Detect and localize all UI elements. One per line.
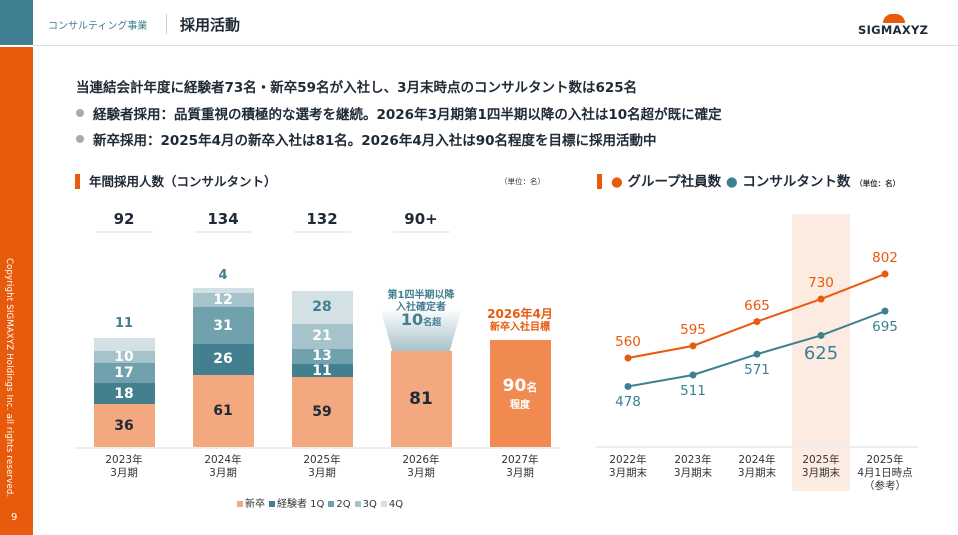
x-tick-label: 2025年 3月期 xyxy=(303,454,341,479)
total-underline xyxy=(393,231,450,233)
total-underline xyxy=(294,231,351,233)
bullet-new-grad: 新卒採用：2025年4月の新卒入社は81名。2026年4月入社は90名程度を目標… xyxy=(76,129,657,149)
data-label: 511 xyxy=(680,383,706,399)
x-tick-label: 2025年 3月期末 xyxy=(801,454,841,479)
bar-segment xyxy=(93,337,155,351)
data-label: 478 xyxy=(615,394,641,411)
line-chart-legend: ● グループ社員数 ● コンサルタント数 （単位：名） xyxy=(597,170,900,190)
legend-label: 2Q xyxy=(336,499,351,510)
header-separator xyxy=(166,14,167,34)
bar-total: 134 xyxy=(207,210,239,228)
legend-label: 4Q xyxy=(388,499,404,510)
copyright: Copyright SIGMAXYZ Holdings Inc. all rig… xyxy=(4,258,14,498)
sigmaxyz-logo: SIGMAXYZ xyxy=(858,14,942,38)
bar-segment: 13 xyxy=(291,348,353,364)
x-tick-label: 2023年 3月期末 xyxy=(673,454,713,479)
bar-segment: 28 xyxy=(291,290,353,324)
bullet-icon xyxy=(76,109,84,117)
data-label: 802 xyxy=(872,250,898,267)
bar-label-4q: 4 xyxy=(218,268,228,284)
summary-headline: 当連結会計年度に経験者73名・新卒59名が入社し、3月末時点のコンサルタント数は… xyxy=(76,80,638,96)
data-point xyxy=(689,342,697,350)
bar-segment: 31 xyxy=(192,307,254,344)
data-point xyxy=(881,270,889,278)
highlight-band xyxy=(792,214,850,491)
annotation-funnel xyxy=(380,308,462,351)
legend-label: 新卒 xyxy=(245,499,265,510)
bar-segment: 10 xyxy=(93,349,155,365)
bar-segment: 18 xyxy=(93,383,155,405)
bar-segment: 11 xyxy=(291,363,353,379)
x-tick-label: 2027年 3月期 xyxy=(501,454,539,479)
legend-swatch xyxy=(269,501,275,507)
header-divider xyxy=(33,45,958,46)
bar-total: 132 xyxy=(306,210,338,228)
data-label: 625 xyxy=(803,343,839,365)
total-underline xyxy=(195,231,252,233)
bullet-experienced: 経験者採用：品質重視の積極的な選考を継続。2026年3月期第1四半期以降の入社は… xyxy=(76,103,722,123)
data-point xyxy=(753,318,761,326)
legend-group-employees: グループ社員数 xyxy=(627,174,722,190)
bar-chart-legend: 新卒 経験者 1Q 2Q 3Q 4Q xyxy=(233,495,403,510)
data-point xyxy=(881,307,889,315)
bar-segment xyxy=(192,288,254,293)
data-label: 571 xyxy=(744,362,770,379)
data-point xyxy=(689,371,697,379)
bar-segment: 26 xyxy=(192,343,254,375)
bar-segment: 12 xyxy=(192,292,254,308)
x-tick-label: 2026年 3月期 xyxy=(402,454,440,479)
legend-swatch xyxy=(328,501,335,507)
data-label: 695 xyxy=(872,319,898,336)
data-label: 595 xyxy=(680,321,706,338)
legend-label: 3Q xyxy=(362,499,377,510)
bullet-icon xyxy=(76,135,84,143)
x-tick-label: 2024年 3月期末 xyxy=(737,454,777,479)
bar-total: 90+ xyxy=(404,210,438,228)
x-tick-label: 2024年 3月期 xyxy=(204,454,242,479)
bar-label-4q: 11 xyxy=(114,315,134,331)
bar-total: 92 xyxy=(113,210,135,228)
page-number: 9 xyxy=(11,512,18,523)
bar-segment: 36 xyxy=(93,404,155,447)
annotation-2027: 2026年4月 新卒入社目標 xyxy=(487,307,553,333)
legend-label: 経験者 1Q xyxy=(277,499,325,510)
bar-segment: 59 xyxy=(291,377,353,447)
data-point xyxy=(624,354,632,362)
bar-chart-baseline xyxy=(75,447,560,449)
bullet-text: 新卒採用：2025年4月の新卒入社は81名。2026年4月入社は90名程度を目標… xyxy=(93,133,657,149)
legend-swatch xyxy=(380,501,387,507)
data-point xyxy=(753,350,761,358)
bullet-text: 経験者採用：品質重視の積極的な選考を継続。2026年3月期第1四半期以降の入社は… xyxy=(93,107,722,123)
page-title: 採用活動 xyxy=(180,16,241,34)
bar-segment: 61 xyxy=(192,374,254,447)
bar-segment: 90名 程度 xyxy=(489,340,551,447)
bar-segment: 81 xyxy=(390,351,452,447)
x-tick-label: 2023年 3月期 xyxy=(105,454,143,479)
data-point xyxy=(817,331,825,339)
legend-consultants: コンサルタント数 xyxy=(742,174,851,190)
sidebar-orange-strip xyxy=(0,47,33,535)
section-label: コンサルティング事業 xyxy=(48,21,148,32)
bar-segment: 17 xyxy=(93,362,155,383)
x-tick-label: 2022年 3月期末 xyxy=(608,454,648,479)
legend-swatch xyxy=(237,501,243,507)
bar-segment: 21 xyxy=(291,323,353,349)
data-label: 730 xyxy=(808,275,834,291)
legend-swatch xyxy=(354,501,361,507)
data-point xyxy=(817,295,825,303)
data-label: 560 xyxy=(615,334,641,350)
sidebar-teal-block xyxy=(0,0,33,45)
annotation-2026: 第1四半期以降 入社確定者 10名超 xyxy=(387,290,455,329)
total-underline xyxy=(96,231,153,233)
x-tick-label: 2025年 4月1日時点 （参考） xyxy=(857,454,913,492)
bar-chart-unit: （単位：名） xyxy=(500,177,545,186)
data-label: 665 xyxy=(744,297,770,314)
bar-chart-title: 年間採用人数（コンサルタント） xyxy=(75,171,277,190)
data-point xyxy=(624,382,632,390)
